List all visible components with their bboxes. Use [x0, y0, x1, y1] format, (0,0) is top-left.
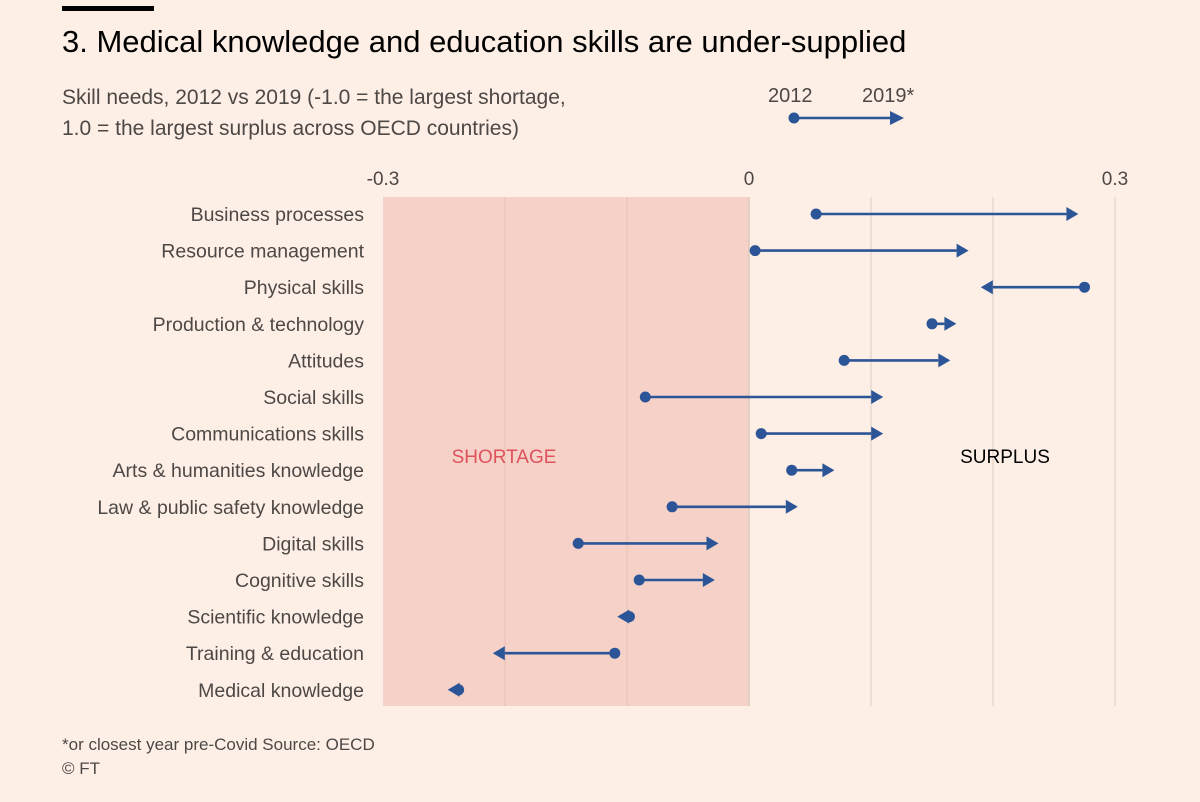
x-tick-label: 0.3	[1102, 169, 1128, 190]
category-label: Communications skills	[171, 424, 364, 446]
arrowhead-2019	[871, 390, 884, 404]
footer-credit: © FT	[62, 759, 101, 778]
dot-2012	[572, 537, 584, 549]
arrowhead-2019	[871, 426, 884, 441]
dot-2012	[810, 208, 822, 220]
arrowhead-2019	[447, 682, 460, 697]
legend-arrow	[788, 111, 904, 125]
category-label: Resource management	[161, 241, 364, 263]
arrowhead-2019	[785, 499, 798, 514]
dot-2012	[755, 428, 767, 440]
category-label: Business processes	[191, 204, 365, 226]
arrowhead-2019	[938, 353, 951, 368]
dot-2012	[749, 245, 761, 257]
arrowhead-2019	[617, 609, 630, 624]
category-label: Arts & humanities knowledge	[113, 460, 364, 482]
dot-2012	[838, 354, 850, 366]
x-tick-label: 0	[744, 169, 755, 190]
dot-2012	[633, 574, 645, 586]
shortage-label: SHORTAGE	[452, 447, 557, 468]
legend-2012-dot	[788, 112, 800, 124]
dot-2012	[1079, 281, 1090, 293]
top-rule	[62, 6, 154, 11]
arrowhead-2019	[706, 536, 719, 551]
subtitle-line-1: Skill needs, 2012 vs 2019 (-1.0 = the la…	[62, 86, 566, 109]
arrowhead-2019	[1066, 207, 1079, 221]
arrowhead-2019	[492, 646, 505, 661]
footer-note: *or closest year pre-Covid Source: OECD	[62, 735, 375, 754]
category-label: Law & public safety knowledge	[97, 497, 364, 519]
arrowhead-2019	[822, 463, 835, 478]
category-label: Digital skills	[262, 533, 364, 555]
category-label: Attitudes	[288, 350, 364, 372]
category-label: Scientific knowledge	[187, 607, 364, 629]
arrowhead-2019	[956, 243, 969, 258]
category-label: Production & technology	[153, 314, 365, 336]
surplus-label: SURPLUS	[960, 447, 1050, 468]
category-label: Medical knowledge	[198, 680, 364, 702]
chart-title: 3. Medical knowledge and education skill…	[62, 24, 907, 59]
x-tick-label: -0.3	[367, 169, 400, 190]
footer: *or closest year pre-Covid Source: OECD …	[62, 733, 375, 781]
dot-2012	[926, 318, 938, 330]
subtitle-line-2: 1.0 = the largest surplus across OECD co…	[62, 117, 519, 140]
dot-2012	[609, 647, 621, 659]
arrowhead-2019	[702, 573, 715, 587]
category-label: Social skills	[263, 387, 364, 409]
chart-subtitle: Skill needs, 2012 vs 2019 (-1.0 = the la…	[62, 82, 702, 144]
shortage-band	[383, 197, 749, 706]
arrowhead-2019	[980, 280, 993, 295]
legend-from-label: 2012	[768, 85, 813, 107]
dot-2012	[639, 391, 651, 403]
dot-2012	[786, 464, 798, 476]
category-label: Cognitive skills	[235, 570, 364, 592]
category-label: Training & education	[186, 643, 364, 665]
dot-2012	[666, 501, 678, 513]
category-label: Physical skills	[244, 277, 365, 299]
legend-to-label: 2019*	[862, 85, 915, 107]
arrowhead-2019	[944, 316, 957, 331]
legend-2019-arrowhead	[890, 111, 904, 125]
